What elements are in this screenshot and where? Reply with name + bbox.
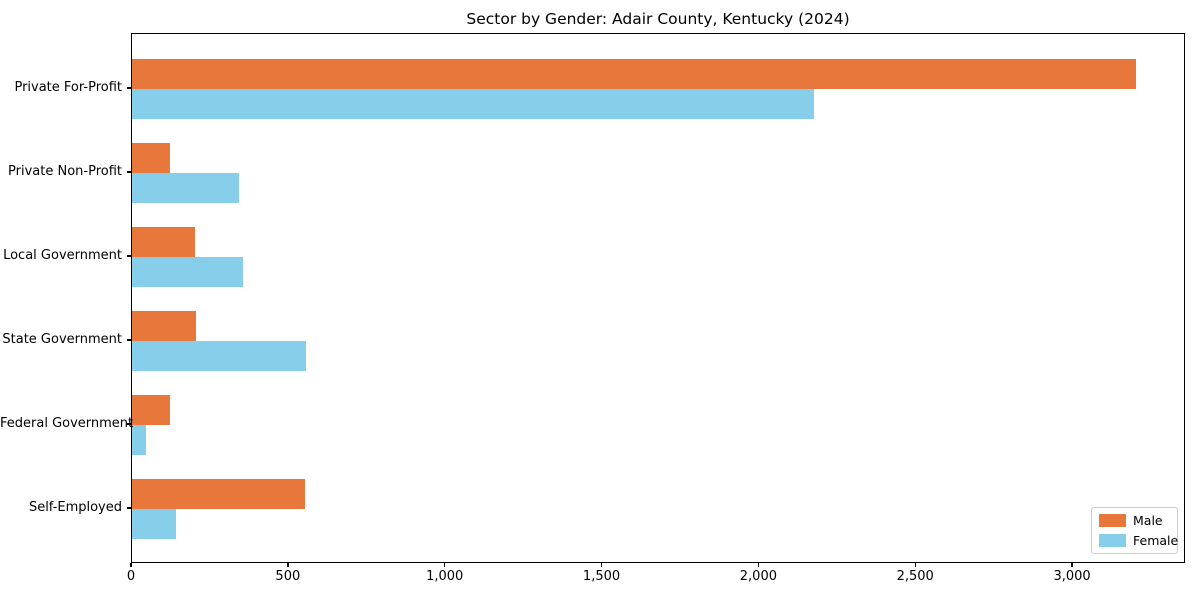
ytick-label-federal-government: Federal Government [0, 416, 134, 431]
legend: Male Female [1091, 507, 1178, 554]
chart-title: Sector by Gender: Adair County, Kentucky… [466, 10, 850, 28]
xtick-label-3-000: 3,000 [1053, 569, 1091, 584]
bar-male-state-government [132, 311, 197, 341]
xtick-label-1-000: 1,000 [426, 569, 464, 584]
xtick-label-500: 500 [275, 569, 301, 584]
xtick-mark [757, 563, 760, 567]
xtick-label-2-000: 2,000 [739, 569, 777, 584]
ytick-mark [127, 423, 131, 425]
xtick-mark [914, 563, 916, 567]
ytick-mark [127, 507, 131, 509]
bar-female-self-employed [132, 509, 176, 539]
legend-swatch-male [1099, 514, 1126, 527]
ytick-label-private-for-profit: Private For-Profit [14, 80, 122, 95]
legend-label-female: Female [1133, 533, 1179, 548]
xtick-mark [600, 563, 603, 567]
bar-male-local-government [132, 227, 195, 257]
xtick-mark [443, 563, 446, 567]
bar-male-federal-government [132, 395, 170, 425]
xtick-label-1-500: 1,500 [582, 569, 621, 584]
legend-entry-male: Male [1099, 513, 1170, 528]
bar-male-private-for-profit [132, 59, 1136, 89]
xtick-mark [1071, 563, 1073, 567]
ytick-label-private-non-profit: Private Non-Profit [8, 164, 122, 179]
bar-female-private-for-profit [132, 89, 815, 119]
legend-label-male: Male [1133, 513, 1163, 528]
ytick-mark [127, 255, 131, 257]
bar-male-private-non-profit [132, 143, 171, 173]
xtick-label-0: 0 [126, 569, 136, 584]
xtick-mark [287, 563, 289, 567]
bar-female-local-government [132, 257, 244, 287]
bar-female-private-non-profit [132, 173, 239, 203]
bar-male-self-employed [132, 479, 305, 509]
legend-entry-female: Female [1099, 533, 1178, 548]
legend-swatch-female [1099, 534, 1126, 547]
xtick-label-2-500: 2,500 [896, 569, 934, 584]
bar-female-federal-government [132, 425, 147, 455]
bar-female-state-government [132, 341, 307, 371]
xtick-mark [130, 563, 132, 567]
ytick-label-local-government: Local Government [3, 248, 122, 263]
ytick-label-self-employed: Self-Employed [28, 500, 122, 515]
plot-area [131, 33, 1185, 563]
ytick-label-state-government: State Government [2, 332, 122, 347]
ytick-mark [127, 339, 131, 341]
ytick-mark [127, 171, 131, 173]
ytick-mark [127, 87, 131, 89]
